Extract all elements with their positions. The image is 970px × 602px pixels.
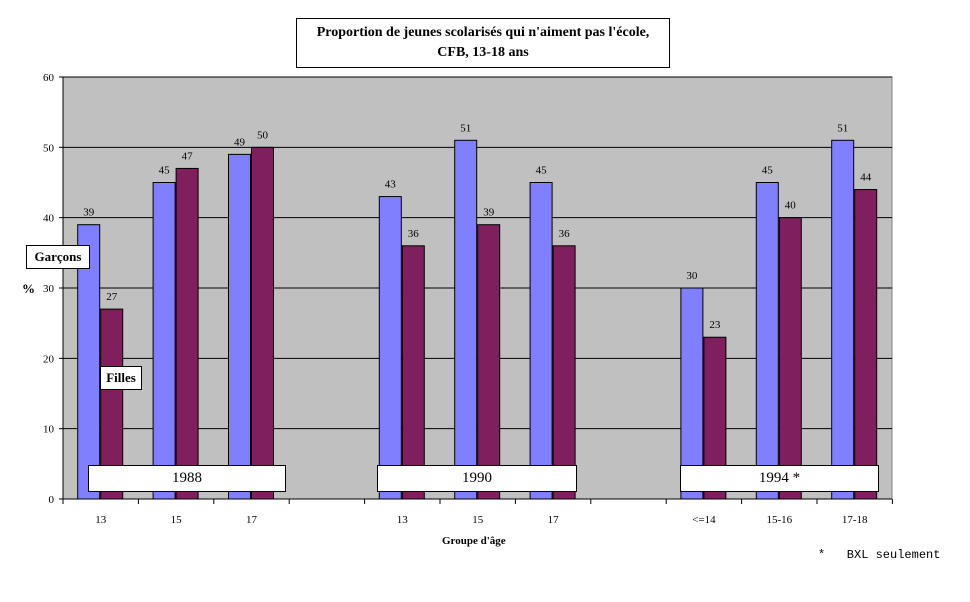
bar-value-label: 45 xyxy=(536,165,548,177)
x-axis: 13 15 17 13 15 17 <=14 15-16 17-18 xyxy=(62,498,893,526)
y-tick-label: 10 xyxy=(43,424,55,436)
y-tick-label: 60 xyxy=(43,72,55,84)
x-tick-label: 15-16 xyxy=(766,514,792,526)
bar-value-label: 45 xyxy=(762,165,774,177)
bar-value-label: 40 xyxy=(785,200,797,212)
period-label-1990: 1990 xyxy=(377,465,577,492)
bar-value-label: 47 xyxy=(182,150,194,162)
bar-value-label: 43 xyxy=(385,179,397,191)
bar-garcons xyxy=(755,182,779,500)
bar-labels-group: 39 27 45 47 49 50 43 36 51 39 45 36 30 23 45 40 51 44 xyxy=(83,122,872,331)
bar-value-label: 51 xyxy=(460,122,471,134)
y-tick-label: 40 xyxy=(43,213,55,225)
y-tick-label: 20 xyxy=(43,353,55,365)
bar-value-label: 39 xyxy=(83,207,95,219)
y-tick-label: 0 xyxy=(49,494,55,506)
period-label-1988: 1988 xyxy=(88,465,286,492)
period-label-1994: 1994 * xyxy=(680,465,879,492)
bar-filles xyxy=(778,217,802,500)
bar-value-label: 50 xyxy=(257,129,269,141)
bar-value-label: 51 xyxy=(837,122,848,134)
x-tick-label: 17 xyxy=(548,514,560,526)
x-tick-label: 15 xyxy=(171,514,183,526)
chart-title-line-1: Proportion de jeunes scolarisés qui n'ai… xyxy=(316,25,650,40)
bar-value-label: 36 xyxy=(559,228,571,240)
bar-value-label: 30 xyxy=(686,270,698,282)
bar-garcons xyxy=(378,196,402,500)
y-axis: 0 10 20 30 40 50 60 xyxy=(43,72,64,506)
bar-filles xyxy=(175,167,199,500)
bar-garcons xyxy=(228,153,251,500)
x-axis-title: Groupe d'âge xyxy=(442,535,506,547)
chart-title: Proportion de jeunes scolarisés qui n'ai… xyxy=(296,18,670,68)
bar-filles xyxy=(854,189,878,500)
y-tick-label: 30 xyxy=(43,283,55,295)
footnote: * BXL seulement xyxy=(818,548,941,562)
legend-label-filles: Filles xyxy=(100,366,142,390)
bar-value-label: 49 xyxy=(234,136,246,148)
bar-value-label: 45 xyxy=(159,165,171,177)
bar-garcons xyxy=(454,139,478,500)
x-tick-label: 15 xyxy=(472,514,484,526)
bar-value-label: 44 xyxy=(860,172,872,184)
bar-value-label: 36 xyxy=(408,228,420,240)
y-axis-title: % xyxy=(22,281,35,296)
grid-lines xyxy=(63,76,892,430)
x-tick-label: 17-18 xyxy=(842,514,868,526)
y-tick-label: 50 xyxy=(43,142,55,154)
bar-garcons xyxy=(152,182,176,500)
bars-group xyxy=(77,139,878,500)
x-tick-label: <=14 xyxy=(692,514,716,526)
x-tick-label: 17 xyxy=(246,514,258,526)
bar-value-label: 23 xyxy=(709,319,721,331)
bar-filles xyxy=(251,146,274,500)
bar-garcons xyxy=(831,139,855,500)
bar-garcons xyxy=(529,182,553,500)
bar-filles xyxy=(552,245,576,500)
chart-title-line-2: CFB, 13-18 ans xyxy=(437,45,529,60)
legend-label-garcons: Garçons xyxy=(26,245,90,269)
bar-value-label: 27 xyxy=(106,291,118,303)
bar-filles xyxy=(477,224,501,500)
bar-filles xyxy=(401,245,425,500)
x-tick-label: 13 xyxy=(397,514,409,526)
bar-value-label: 39 xyxy=(483,207,495,219)
x-tick-label: 13 xyxy=(95,514,107,526)
